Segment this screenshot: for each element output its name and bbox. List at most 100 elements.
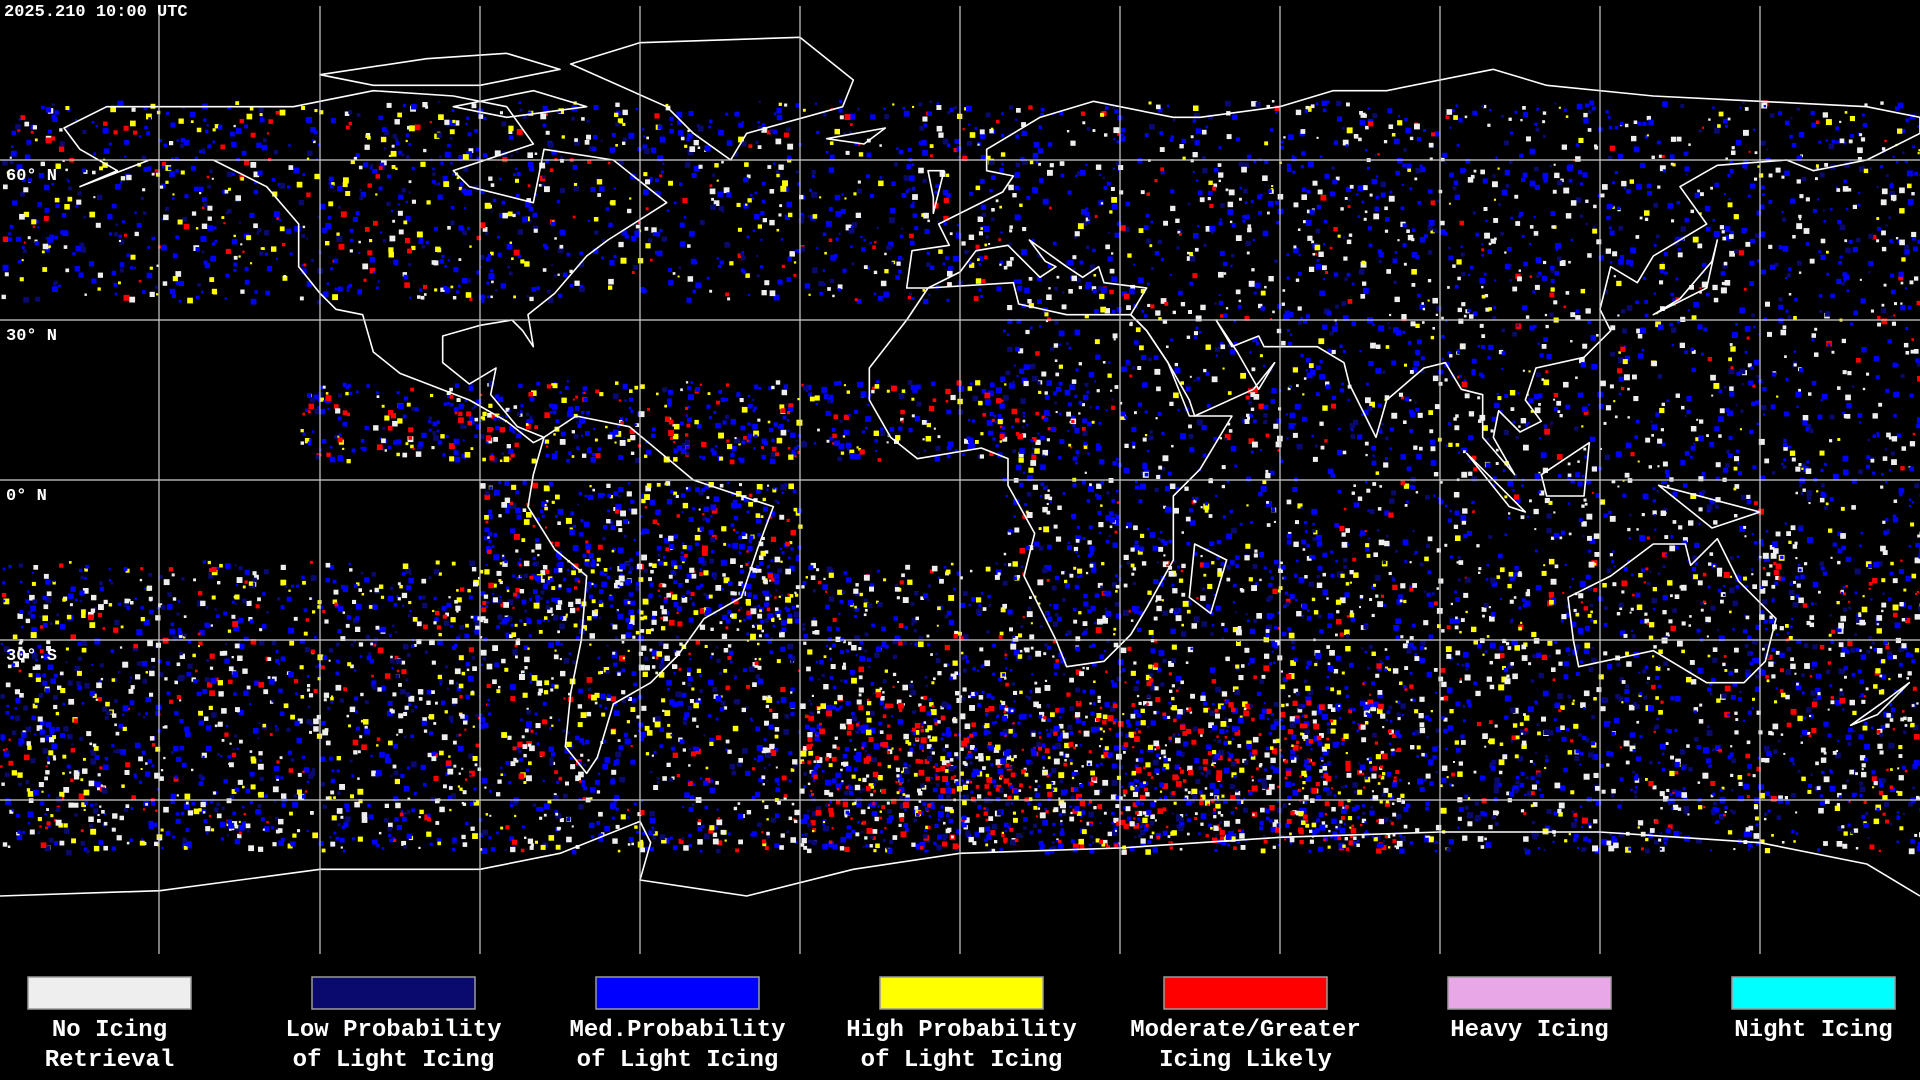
icing-pixel xyxy=(1302,801,1306,804)
icing-pixel xyxy=(682,681,686,685)
icing-pixel xyxy=(1412,646,1417,651)
icing-pixel xyxy=(1591,646,1594,650)
icing-pixel xyxy=(82,588,89,594)
icing-pixel xyxy=(262,723,267,728)
icing-pixel xyxy=(453,644,458,648)
icing-pixel xyxy=(1491,815,1497,820)
icing-pixel xyxy=(1864,721,1868,725)
icing-pixel xyxy=(1663,835,1669,841)
icing-pixel xyxy=(1433,668,1438,672)
icing-pixel xyxy=(234,734,238,738)
icing-pixel xyxy=(310,575,317,581)
icing-pixel xyxy=(498,579,502,582)
icing-pixel xyxy=(119,815,124,821)
icing-pixel xyxy=(1123,806,1126,810)
icing-pixel xyxy=(1378,818,1384,825)
icing-pixel xyxy=(417,689,424,695)
icing-pixel xyxy=(365,634,371,640)
icing-pixel xyxy=(122,726,127,731)
icing-pixel xyxy=(306,829,309,833)
icing-pixel xyxy=(1407,782,1410,785)
icing-pixel xyxy=(1892,578,1898,584)
icing-pixel xyxy=(710,779,714,783)
icing-pixel xyxy=(1176,750,1182,756)
icing-pixel xyxy=(1568,833,1571,836)
icing-pixel xyxy=(1017,654,1023,659)
icing-pixel xyxy=(207,560,211,565)
icing-pixel xyxy=(465,694,470,700)
icing-pixel xyxy=(1213,788,1220,795)
icing-pixel xyxy=(704,833,710,840)
icing-pixel xyxy=(1635,773,1639,777)
icing-pixel xyxy=(812,630,816,635)
icing-pixel xyxy=(17,772,23,778)
icing-pixel xyxy=(1772,597,1776,601)
icing-pixel xyxy=(762,800,765,803)
icing-pixel xyxy=(1888,678,1891,681)
icing-pixel xyxy=(410,761,417,768)
icing-pixel xyxy=(456,597,462,603)
icing-pixel xyxy=(1785,799,1790,805)
icing-pixel xyxy=(627,649,630,652)
icing-pixel xyxy=(293,679,299,684)
icing-pixel xyxy=(817,580,822,585)
icing-pixel xyxy=(396,595,399,598)
icing-pixel xyxy=(1850,647,1856,653)
icing-pixel xyxy=(1693,737,1699,742)
icing-pixel xyxy=(1195,778,1201,784)
icing-pixel xyxy=(289,640,295,646)
icing-pixel xyxy=(1371,790,1374,793)
icing-pixel xyxy=(715,781,719,785)
icing-pixel xyxy=(418,846,421,849)
icing-pixel xyxy=(59,791,65,797)
icing-pixel xyxy=(103,812,107,815)
icing-pixel xyxy=(1060,657,1067,664)
icing-pixel xyxy=(1667,802,1671,806)
icing-pixel xyxy=(1524,793,1527,797)
icing-pixel xyxy=(1881,602,1887,608)
icing-pixel xyxy=(1458,807,1464,812)
icing-pixel xyxy=(423,782,427,787)
icing-pixel xyxy=(1757,756,1761,760)
icing-pixel xyxy=(1763,619,1768,624)
icing-pixel xyxy=(1836,627,1842,633)
icing-pixel xyxy=(915,758,921,764)
icing-pixel xyxy=(565,615,568,618)
icing-pixel xyxy=(1613,842,1619,849)
icing-pixel xyxy=(453,764,457,768)
icing-pixel xyxy=(591,582,594,586)
icing-pixel xyxy=(1859,679,1865,685)
icing-pixel xyxy=(192,653,196,658)
icing-pixel xyxy=(149,670,155,677)
icing-pixel xyxy=(986,693,992,699)
icing-pixel xyxy=(705,766,709,770)
icing-pixel xyxy=(359,655,363,658)
icing-pixel xyxy=(1531,631,1537,638)
icing-pixel xyxy=(688,807,694,813)
icing-pixel xyxy=(802,627,806,631)
icing-pixel xyxy=(748,666,755,673)
icing-pixel xyxy=(344,816,351,823)
icing-pixel xyxy=(1840,615,1847,622)
icing-pixel xyxy=(510,623,514,627)
icing-pixel xyxy=(91,594,97,601)
icing-pixel xyxy=(1114,602,1120,607)
icing-pixel xyxy=(642,671,648,677)
icing-pixel xyxy=(1414,656,1420,661)
icing-pixel xyxy=(1175,675,1182,682)
icing-pixel xyxy=(1436,587,1439,590)
icing-pixel xyxy=(1873,818,1880,825)
icing-pixel xyxy=(505,825,510,830)
icing-pixel xyxy=(779,845,784,850)
icing-pixel xyxy=(1611,560,1615,563)
icing-pixel xyxy=(271,699,274,703)
icing-pixel xyxy=(1457,826,1460,829)
icing-pixel xyxy=(185,801,189,805)
icing-pixel xyxy=(676,773,681,778)
icing-pixel xyxy=(1175,737,1181,744)
icing-pixel xyxy=(1247,662,1250,665)
icing-pixel xyxy=(515,759,519,763)
icing-pixel xyxy=(1286,674,1292,680)
icing-pixel xyxy=(1001,831,1004,835)
icing-pixel xyxy=(649,817,656,824)
